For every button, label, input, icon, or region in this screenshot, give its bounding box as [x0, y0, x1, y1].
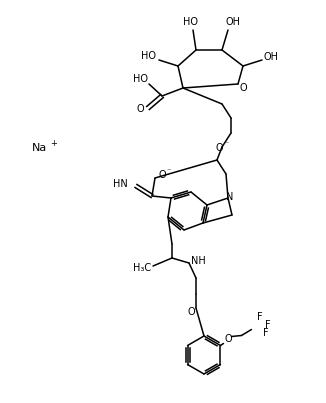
Text: HO: HO: [184, 17, 199, 27]
Text: HO: HO: [141, 51, 156, 61]
Text: N: N: [226, 192, 234, 202]
Text: ⁻: ⁻: [167, 166, 171, 175]
Text: F: F: [265, 320, 270, 330]
Text: F: F: [263, 328, 268, 339]
Text: OH: OH: [226, 17, 241, 27]
Text: HO: HO: [132, 74, 147, 84]
Text: O: O: [215, 143, 223, 153]
Text: F: F: [257, 312, 262, 322]
Text: O: O: [187, 307, 195, 317]
Text: HN: HN: [113, 179, 128, 189]
Text: +: +: [50, 139, 57, 148]
Text: H₃C: H₃C: [133, 263, 151, 273]
Text: ⁻: ⁻: [225, 139, 229, 148]
Text: O: O: [239, 83, 247, 93]
Text: O: O: [136, 104, 144, 114]
Text: NH: NH: [191, 256, 205, 266]
Text: O: O: [158, 170, 166, 180]
Text: Na: Na: [32, 143, 47, 153]
Text: OH: OH: [263, 52, 278, 62]
Text: O: O: [225, 334, 232, 343]
